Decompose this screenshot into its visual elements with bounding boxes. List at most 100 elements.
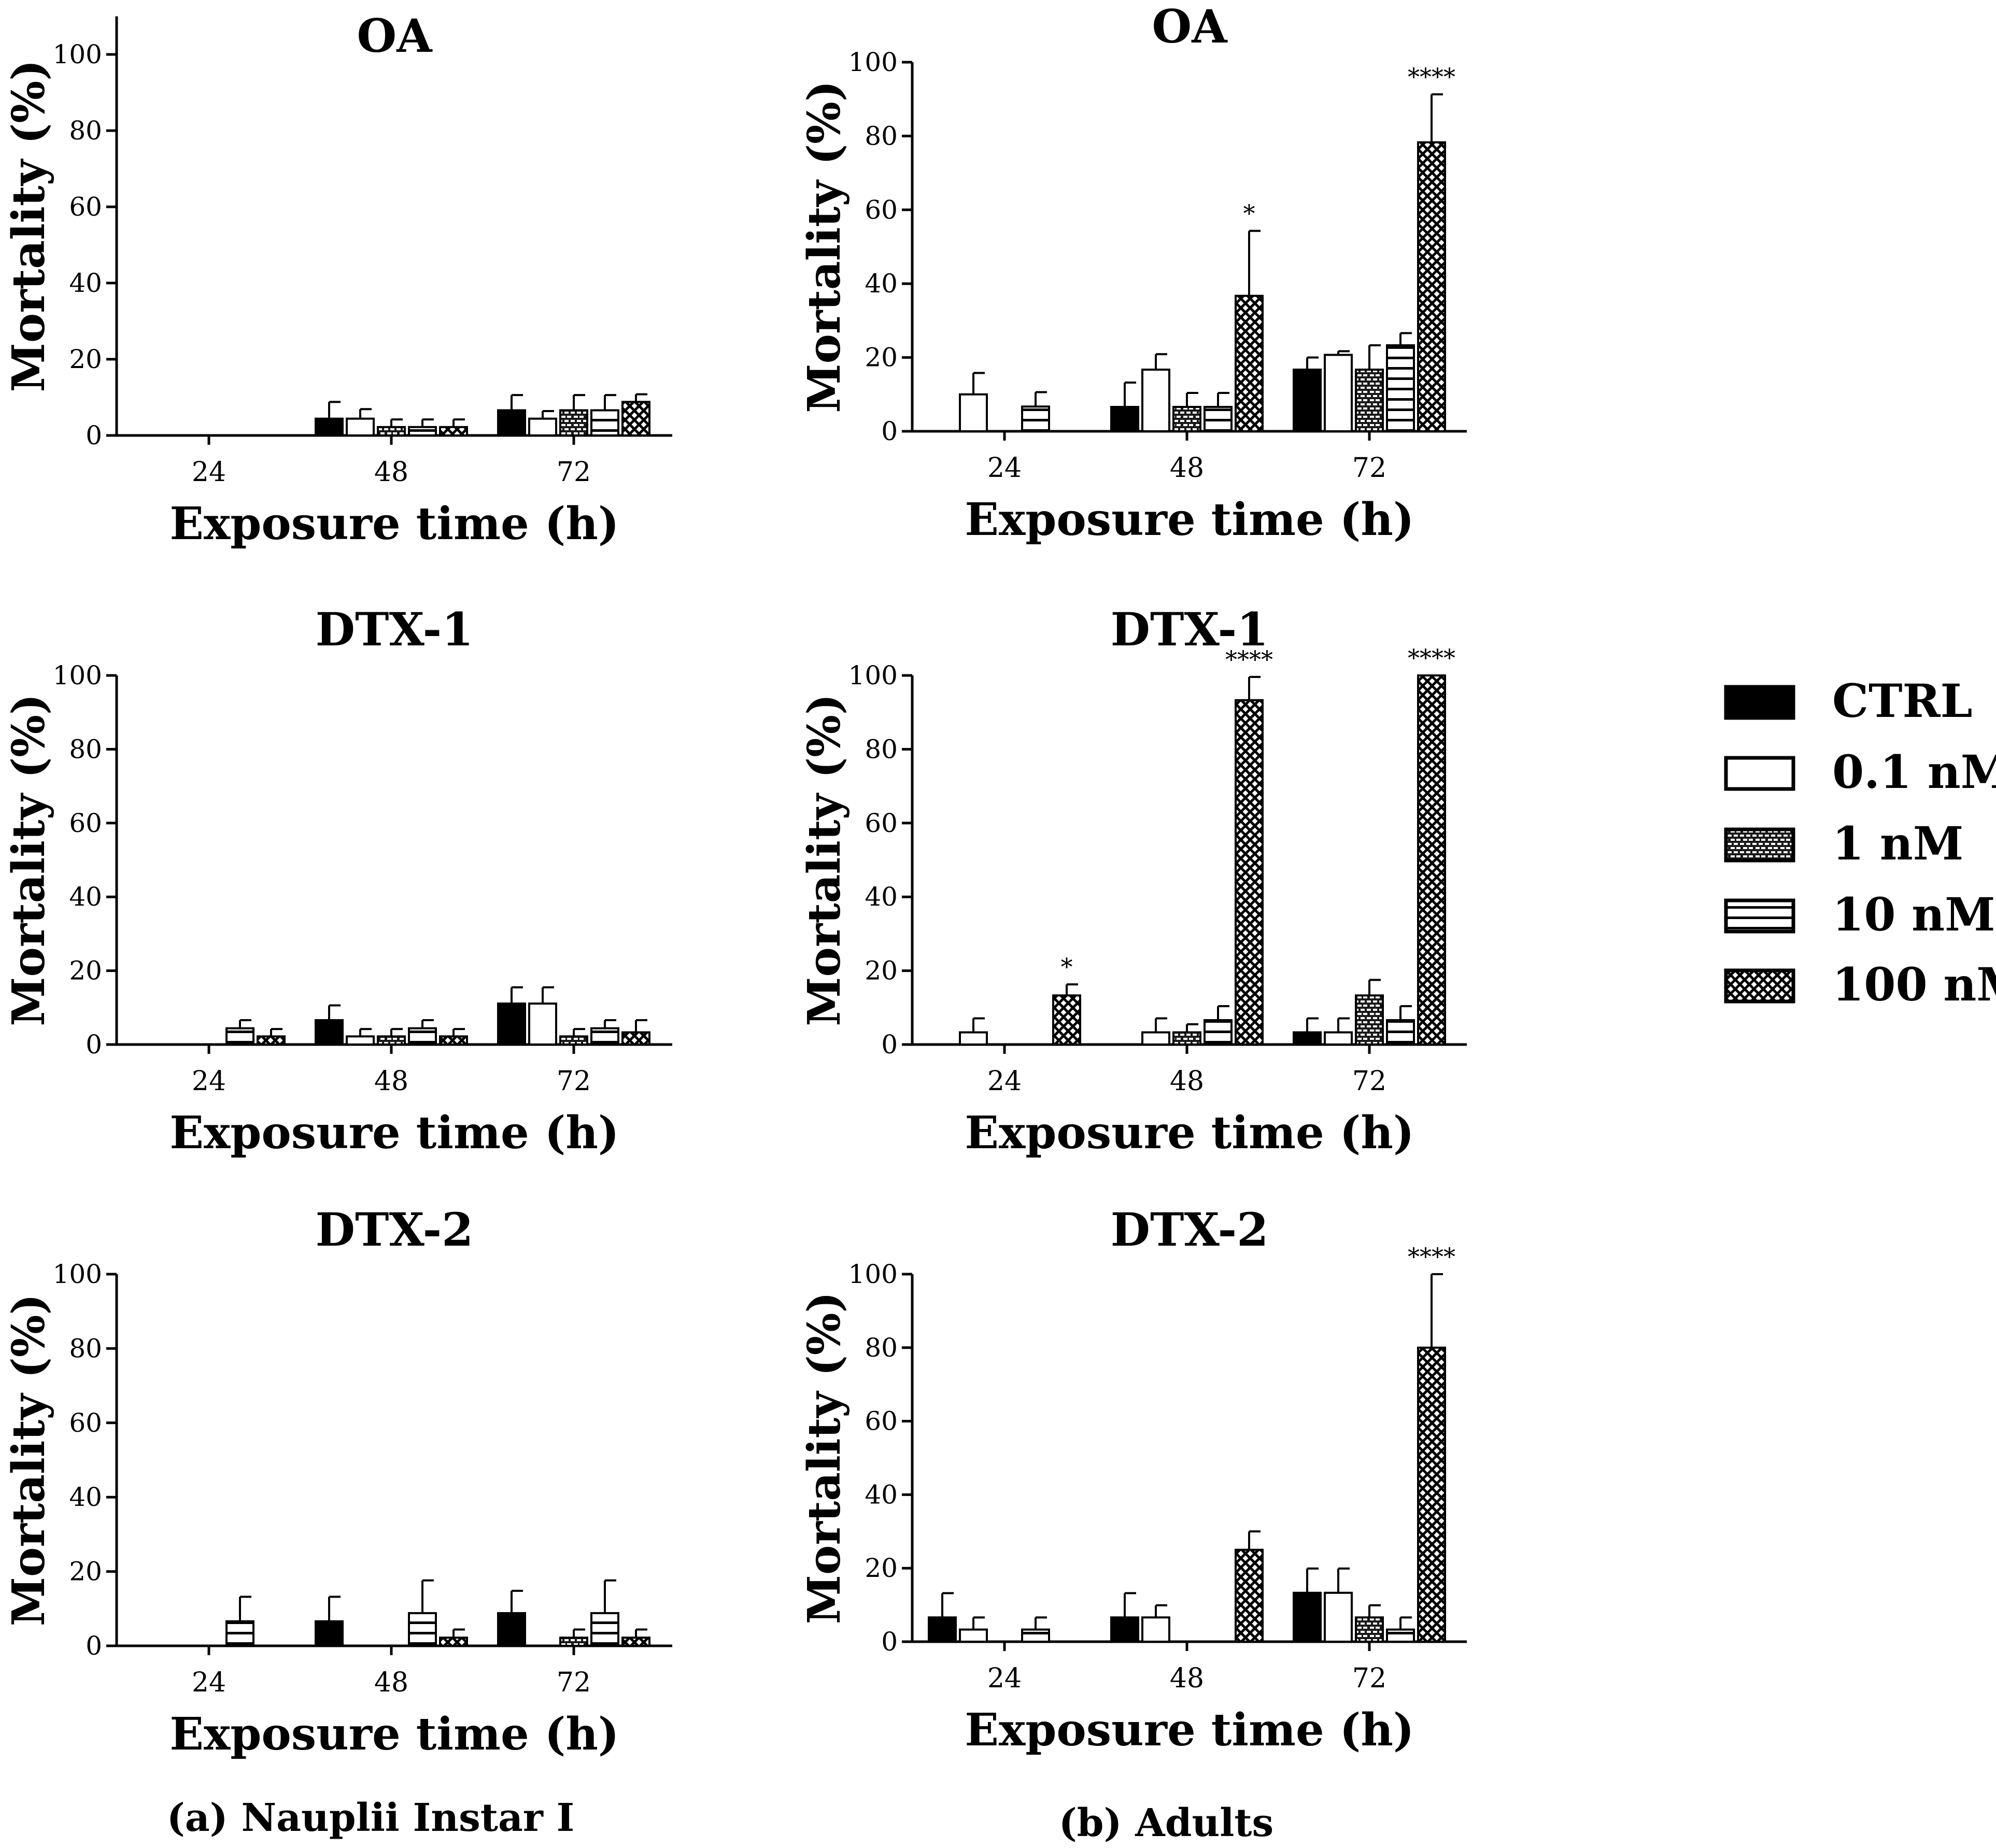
y-axis-label: Mortality (%) — [3, 60, 55, 392]
bar-10-nm-48 — [408, 1027, 437, 1046]
x-tick-label: 72 — [557, 457, 591, 488]
bar-10-nm-24 — [225, 1620, 254, 1647]
y-tick-label: 20 — [865, 956, 898, 986]
x-tick-label: 72 — [1352, 1663, 1386, 1694]
x-tick-label: 24 — [987, 1066, 1022, 1097]
x-tick-label: 48 — [374, 1667, 408, 1698]
significance-marker: * — [1243, 199, 1255, 227]
y-tick-label: 40 — [69, 1482, 102, 1512]
bar-10-nm-48 — [1204, 406, 1233, 432]
significance-marker: **** — [1408, 1243, 1455, 1271]
bar-100-nm-72 — [621, 1031, 650, 1046]
bar-1-nm-72 — [559, 1637, 588, 1647]
y-tick-label: 40 — [865, 1479, 898, 1510]
y-tick-label: 60 — [865, 1406, 898, 1436]
bar-ctrl-48 — [315, 1019, 344, 1046]
x-tick-label: 48 — [1170, 1663, 1204, 1694]
y-tick-label: 60 — [69, 808, 102, 838]
chart-title: DTX-2 — [316, 1203, 474, 1257]
x-tick-label: 48 — [374, 1066, 408, 1097]
y-tick-label: 40 — [69, 268, 102, 298]
bar-100-nm-48 — [439, 1637, 468, 1647]
bar-ctrl-72 — [497, 409, 526, 436]
y-tick-label: 60 — [865, 808, 898, 838]
bar-100-nm-72 — [621, 401, 650, 437]
x-tick-label: 72 — [557, 1667, 591, 1698]
y-tick-label: 40 — [69, 882, 102, 912]
x-tick-label: 48 — [374, 457, 408, 488]
chart-title: DTX-1 — [316, 602, 474, 656]
y-tick-label: 100 — [848, 47, 898, 77]
y-tick-label: 20 — [69, 1557, 102, 1587]
bar-ctrl-48 — [1110, 406, 1139, 432]
y-tick-label: 0 — [86, 420, 102, 450]
x-tick-label: 24 — [987, 1663, 1022, 1694]
caption-adults: (b) Adults — [1059, 1801, 1273, 1845]
bar-10-nm-72 — [590, 409, 619, 436]
y-tick-label: 60 — [69, 192, 102, 222]
x-tick-label: 72 — [1352, 453, 1386, 484]
y-tick-label: 100 — [848, 1259, 898, 1289]
y-tick-label: 80 — [69, 1333, 102, 1363]
bar-10-nm-48 — [408, 426, 437, 437]
bar-10-nm-72 — [1386, 344, 1415, 432]
bar-0-1-nm-48 — [1141, 1616, 1170, 1643]
legend-swatch-ctrl — [1724, 685, 1795, 720]
chart-title: OA — [357, 9, 433, 63]
x-tick-label: 48 — [1170, 1066, 1204, 1097]
bar-10-nm-72 — [1386, 1019, 1415, 1046]
y-tick-label: 20 — [69, 344, 102, 374]
legend-swatch-100-nm — [1724, 968, 1795, 1004]
x-tick-label: 72 — [557, 1066, 591, 1097]
y-tick-label: 60 — [865, 195, 898, 225]
y-tick-label: 100 — [53, 39, 102, 69]
chart-title: DTX-2 — [1111, 1203, 1269, 1257]
bar-100-nm-48 — [1235, 294, 1264, 432]
y-tick-label: 40 — [865, 269, 898, 299]
bar-10-nm-24 — [1021, 1628, 1050, 1643]
x-axis-label: Exposure time (h) — [169, 498, 619, 550]
x-tick-label: 72 — [1352, 1066, 1386, 1097]
bar-ctrl-48 — [315, 417, 344, 436]
caption-nauplii: (a) Nauplii Instar I — [167, 1796, 575, 1840]
bar-0-1-nm-48 — [1141, 369, 1170, 433]
chart-title: DTX-1 — [1111, 602, 1269, 656]
x-tick-label: 48 — [1170, 453, 1204, 484]
bar-100-nm-72 — [1417, 1346, 1446, 1643]
y-axis-label: Mortality (%) — [798, 694, 851, 1026]
bar-100-nm-72 — [621, 1637, 650, 1647]
significance-marker: **** — [1225, 645, 1273, 673]
x-axis-label: Exposure time (h) — [965, 493, 1414, 546]
x-axis-label: Exposure time (h) — [169, 1708, 619, 1760]
bar-1-nm-48 — [377, 1035, 406, 1046]
bar-0-1-nm-48 — [1141, 1031, 1170, 1046]
bar-10-nm-48 — [1204, 1019, 1233, 1046]
y-tick-label: 20 — [865, 1553, 898, 1583]
y-tick-label: 80 — [865, 1333, 898, 1363]
y-tick-label: 0 — [881, 1627, 898, 1657]
y-tick-label: 100 — [53, 1259, 102, 1289]
bar-ctrl-72 — [1293, 369, 1322, 433]
chart-panel-5: DTX-2 0 20 40 60 80 100 Mortality (%) 24 48 72 Expo… — [3, 1203, 672, 1760]
y-tick-label: 0 — [86, 1029, 102, 1060]
bar-1-nm-48 — [1172, 406, 1201, 432]
bar-0-1-nm-48 — [346, 1035, 375, 1046]
y-tick-label: 0 — [881, 1029, 898, 1060]
legend-swatch-0-1-nm — [1724, 756, 1795, 791]
y-axis-label: Mortality (%) — [3, 694, 55, 1026]
bar-ctrl-72 — [497, 1002, 526, 1046]
legend-label-ctrl: CTRL — [1832, 674, 1973, 728]
bar-0-1-nm-24 — [959, 1628, 988, 1643]
bar-10-nm-24 — [225, 1027, 254, 1046]
bar-ctrl-48 — [315, 1620, 344, 1647]
bar-1-nm-72 — [1355, 994, 1384, 1046]
bar-100-nm-72 — [1417, 141, 1446, 432]
x-tick-label: 24 — [987, 453, 1022, 484]
legend-swatch-10-nm — [1724, 898, 1795, 934]
y-axis-label: Mortality (%) — [3, 1294, 55, 1626]
bar-10-nm-72 — [590, 1027, 619, 1046]
bar-0-1-nm-72 — [1324, 1031, 1353, 1046]
y-tick-label: 20 — [865, 343, 898, 373]
